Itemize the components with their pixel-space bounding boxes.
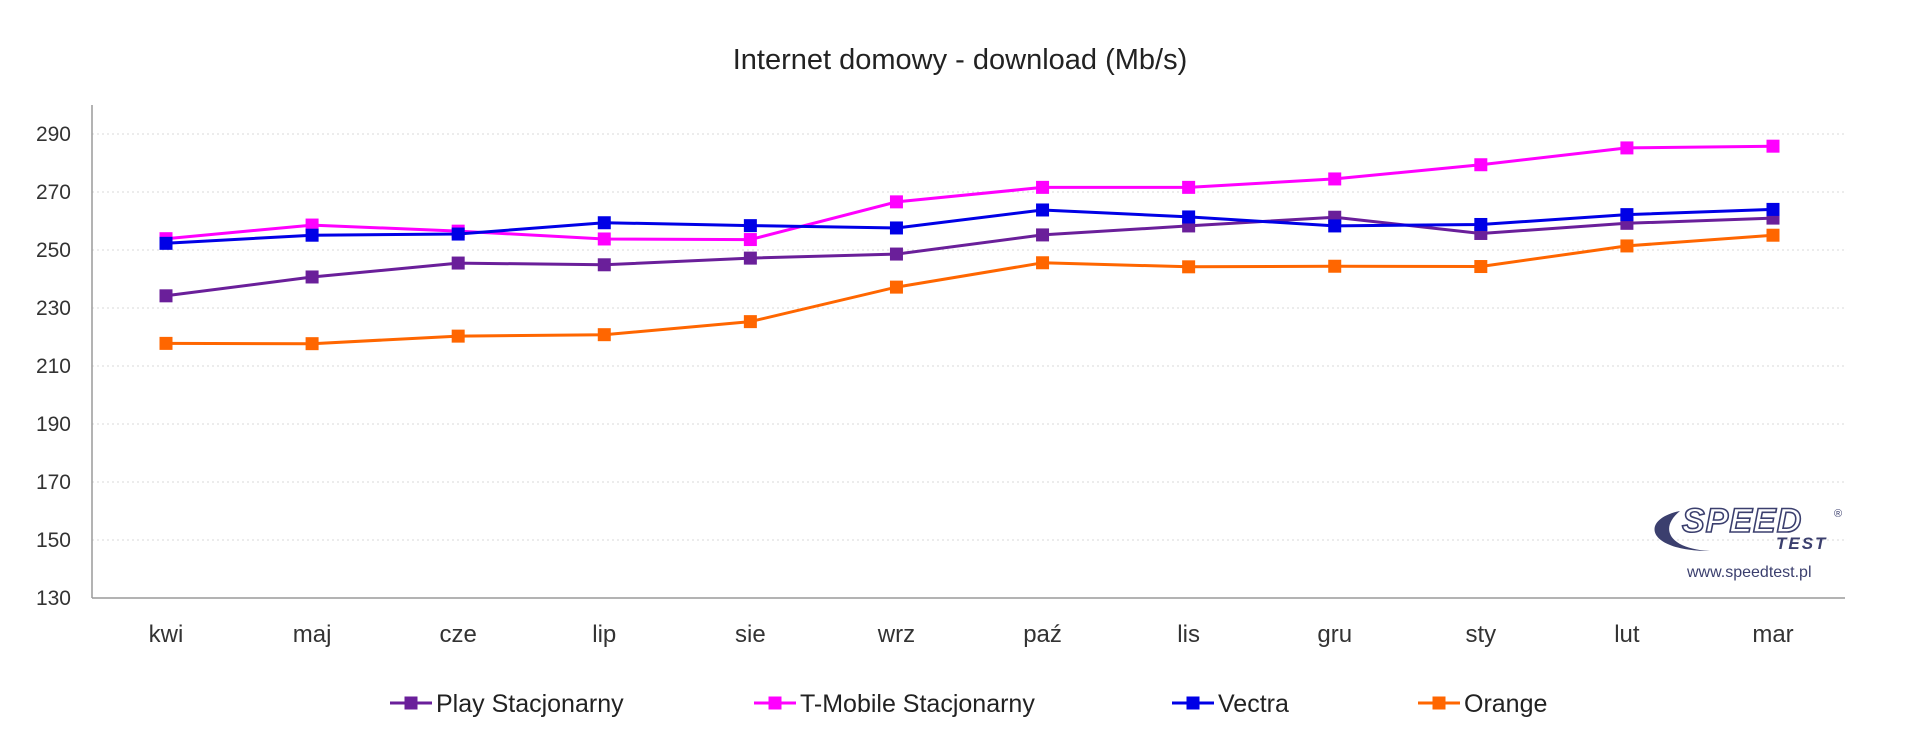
logo-speed-text: SPEED — [1682, 502, 1802, 540]
data-point — [1620, 239, 1634, 253]
logo-swoosh-icon — [1654, 511, 1710, 551]
x-tick-label: lip — [592, 621, 616, 648]
series-orange — [159, 228, 1780, 351]
data-point — [1620, 208, 1634, 222]
gridlines — [92, 133, 1845, 541]
data-point — [305, 228, 319, 242]
axes — [91, 105, 1845, 599]
x-tick-label: sie — [735, 621, 766, 648]
y-tick-label: 130 — [36, 587, 71, 610]
series-line — [165, 215, 1774, 298]
data-point — [889, 247, 903, 261]
data-point — [597, 216, 611, 230]
x-tick-label: paź — [1023, 621, 1062, 648]
data-point — [1766, 139, 1780, 153]
data-point — [1474, 260, 1488, 274]
y-axis-ticks: 130 150 170 190 210 230 250 270 290 — [36, 123, 71, 610]
x-tick-label: sty — [1465, 621, 1496, 648]
data-point — [597, 232, 611, 246]
y-tick-label: 230 — [36, 297, 71, 320]
data-point — [1328, 259, 1342, 273]
series-play-stacjonarny — [159, 210, 1780, 303]
legend-item: Play Stacjonarny — [390, 690, 624, 718]
data-point — [743, 233, 757, 247]
data-point — [1474, 158, 1488, 172]
legend: Play Stacjonarny T-Mobile Stacjonarny Vect… — [390, 690, 1547, 718]
logo-website: www.speedtest.pl — [1686, 564, 1812, 581]
x-tick-label: mar — [1752, 621, 1793, 648]
legend-swatch-marker — [1432, 696, 1446, 710]
data-point — [889, 221, 903, 235]
data-point — [305, 218, 319, 232]
x-tick-label: maj — [293, 621, 332, 648]
data-point — [305, 337, 319, 351]
logo-registered-icon: ® — [1834, 508, 1842, 520]
x-tick-label: wrz — [877, 621, 915, 648]
series-line — [165, 144, 1774, 242]
y-tick-label: 290 — [36, 123, 71, 146]
series-line — [165, 207, 1774, 245]
data-point — [889, 195, 903, 209]
y-tick-label: 250 — [36, 239, 71, 262]
data-point — [451, 329, 465, 343]
series-vectra — [159, 202, 1780, 250]
legend-label: Orange — [1464, 690, 1547, 718]
data-point — [451, 256, 465, 270]
x-axis-ticks: kwi maj cze lip sie wrz paź lis gru sty lut mar — [149, 621, 1794, 648]
data-point — [597, 328, 611, 342]
data-point — [1766, 228, 1780, 242]
y-tick-label: 270 — [36, 181, 71, 204]
data-point — [889, 280, 903, 294]
data-point — [159, 236, 173, 250]
legend-label: Play Stacjonarny — [436, 690, 624, 718]
data-point — [743, 219, 757, 233]
legend-item: Orange — [1418, 690, 1547, 718]
chart-title: Internet domowy - download (Mb/s) — [733, 44, 1188, 76]
series-layer — [159, 139, 1780, 351]
data-point — [743, 315, 757, 329]
legend-swatch-marker — [768, 696, 782, 710]
data-point — [451, 227, 465, 241]
data-point — [305, 270, 319, 284]
x-tick-label: lis — [1177, 621, 1200, 648]
data-point — [1182, 210, 1196, 224]
y-tick-label: 210 — [36, 355, 71, 378]
data-point — [159, 289, 173, 303]
y-tick-label: 190 — [36, 413, 71, 436]
y-tick-label: 150 — [36, 529, 71, 552]
data-point — [1036, 203, 1050, 217]
data-point — [1036, 256, 1050, 270]
logo-test-text: TEST — [1776, 534, 1827, 553]
x-tick-label: cze — [440, 621, 477, 648]
data-point — [1328, 219, 1342, 233]
data-point — [1474, 217, 1488, 231]
x-tick-label: gru — [1317, 621, 1352, 648]
data-point — [1036, 180, 1050, 194]
data-point — [1182, 260, 1196, 274]
speedtest-logo: SPEED TEST ® www.speedtest.pl — [1654, 501, 1842, 581]
data-point — [1620, 141, 1634, 155]
data-point — [1328, 172, 1342, 186]
data-point — [1036, 228, 1050, 242]
data-point — [159, 336, 173, 350]
legend-item: T-Mobile Stacjonarny — [754, 690, 1035, 718]
series-line — [165, 233, 1774, 346]
data-point — [597, 258, 611, 272]
legend-label: T-Mobile Stacjonarny — [800, 690, 1035, 718]
data-point — [1766, 202, 1780, 216]
x-tick-label: kwi — [149, 621, 184, 648]
x-tick-label: lut — [1614, 621, 1640, 648]
legend-item: Vectra — [1172, 690, 1289, 718]
legend-swatch-marker — [404, 696, 418, 710]
data-point — [743, 251, 757, 265]
y-tick-label: 170 — [36, 471, 71, 494]
legend-swatch-marker — [1186, 696, 1200, 710]
data-point — [1182, 180, 1196, 194]
legend-label: Vectra — [1218, 690, 1289, 718]
